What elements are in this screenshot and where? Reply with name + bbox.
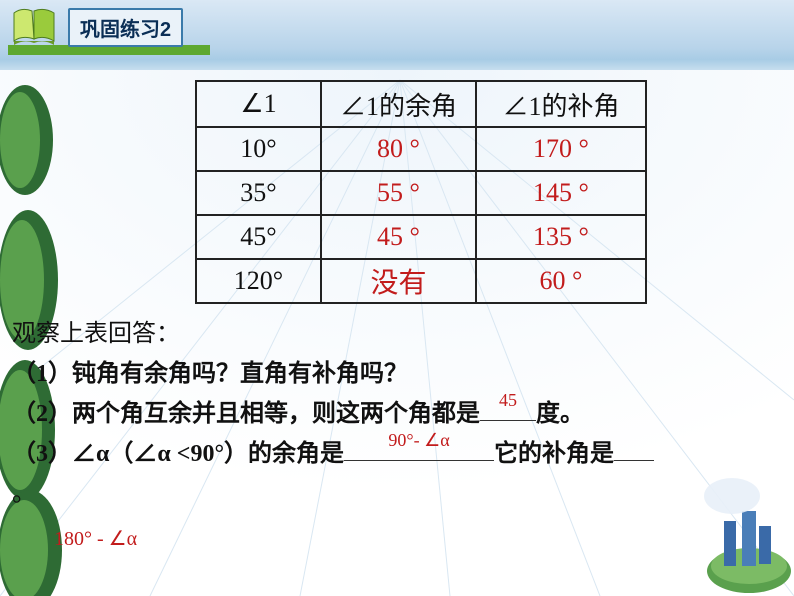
table-row: 10° 80 ° 170 ° [196,127,646,171]
cell-comp: 没有 [321,259,476,303]
q3-answer1: 90°- ∠α [344,420,494,460]
cell-supp: 60 ° [476,259,646,303]
q3-text1: （3）∠α（∠α <90°）的余角是 [12,441,344,467]
table-row: 35° 55 ° 145 ° [196,171,646,215]
th-supplement: ∠1的补角 [476,81,646,127]
cell-comp: 55 ° [321,171,476,215]
cell-angle: 10° [196,127,321,171]
section-title: 巩固练习2 [68,8,183,47]
header: 巩固练习2 [10,5,183,49]
table-row: 45° 45 ° 135 ° [196,215,646,259]
q3-text2: 它的补角是 [494,441,614,467]
angle-table: ∠1 ∠1的余角 ∠1的补角 10° 80 ° 170 ° 35° 55 ° 1… [195,80,647,304]
th-angle: ∠1 [196,81,321,127]
cell-comp: 45 ° [321,215,476,259]
book-icon [10,5,60,49]
cell-angle: 35° [196,171,321,215]
cell-angle: 45° [196,215,321,259]
q2-answer: 45 [480,380,536,420]
q3-blank1: 90°- ∠α [344,460,494,461]
cell-comp: 80 ° [321,127,476,171]
q2-unit: 度。 [536,401,584,427]
cell-supp: 145 ° [476,171,646,215]
cell-supp: 170 ° [476,127,646,171]
th-complement: ∠1的余角 [321,81,476,127]
content: ∠1 ∠1的余角 ∠1的补角 10° 80 ° 170 ° 35° 55 ° 1… [0,80,794,559]
q1: （1）钝角有余角吗？直角有补角吗？ [12,354,774,394]
table-row: 120° 没有 60 ° [196,259,646,303]
q3-line2: 。 180° - ∠α [12,474,774,559]
cell-angle: 120° [196,259,321,303]
q3-answer2: 180° - ∠α [54,519,774,559]
cell-supp: 135 ° [476,215,646,259]
question-area: 观察上表回答： （1）钝角有余角吗？直角有补角吗？ （2）两个角互余并且相等，则… [0,314,794,559]
period: 。 [12,481,36,507]
intro-text: 观察上表回答： [12,314,774,354]
q3: （3）∠α（∠α <90°）的余角是90°- ∠α它的补角是 [12,434,774,474]
q3-blank2 [614,460,654,461]
